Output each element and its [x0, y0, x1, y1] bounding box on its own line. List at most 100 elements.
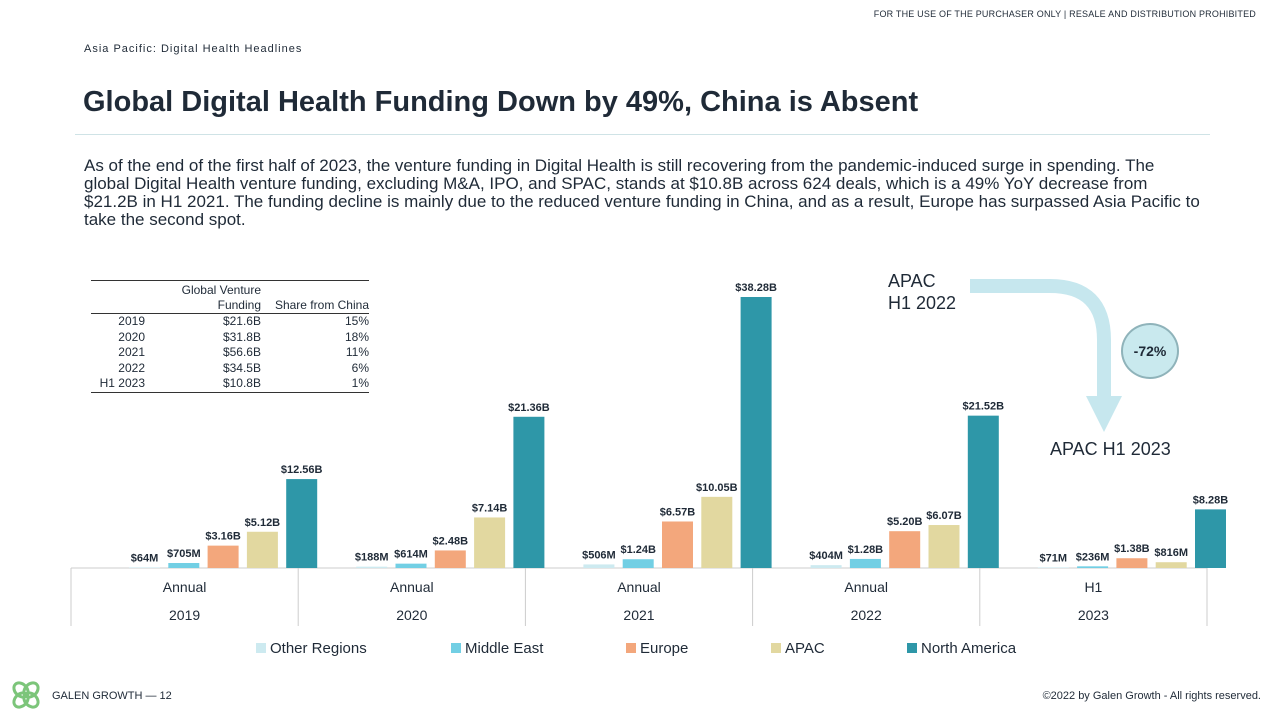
annotation-end-label: APAC H1 2023	[1050, 439, 1171, 459]
bar-europe	[434, 550, 466, 568]
bar-middle-east	[622, 559, 654, 568]
bar-value-label: $10.05B	[696, 482, 738, 494]
legend-item: Europe	[626, 640, 688, 657]
bar-value-label: $1.24B	[620, 544, 656, 556]
footer-copyright: ©2022 by Galen Growth - All rights reser…	[1042, 690, 1261, 702]
footer-brand: GALEN GROWTH — 12	[52, 690, 172, 702]
bar-other-regions	[583, 564, 615, 568]
bar-north-america	[513, 416, 545, 568]
category-year-label: 2022	[851, 607, 882, 623]
table-cell: $34.5B	[222, 360, 261, 375]
bar-value-label: $2.48B	[433, 535, 469, 547]
table-cell: 1%	[261, 376, 369, 393]
bar-apac	[1155, 562, 1187, 568]
bar-middle-east	[168, 563, 200, 568]
table-header-cell	[91, 280, 145, 314]
disclaimer-text: FOR THE USE OF THE PURCHASER ONLY | RESA…	[873, 9, 1256, 19]
title-divider	[75, 134, 1210, 135]
category-year-label: 2021	[623, 607, 654, 623]
bar-value-label: $816M	[1154, 547, 1188, 559]
bar-value-label: $188M	[355, 552, 389, 564]
bar-middle-east	[849, 558, 881, 568]
category-year-label: 2023	[1078, 607, 1109, 623]
legend-label: Middle East	[465, 640, 544, 657]
bar-value-label: $1.28B	[848, 544, 884, 556]
body-paragraph: As of the end of the first half of 2023,…	[84, 156, 1200, 229]
table-cell: 2021	[118, 345, 145, 359]
table-cell: $21.6B	[222, 314, 261, 328]
table-row: 2021 $56.6B 11%	[91, 345, 369, 361]
bar-other-regions	[356, 566, 388, 568]
bar-apac	[474, 517, 506, 568]
bar-north-america	[1195, 509, 1226, 568]
category-period-label: Annual	[163, 579, 207, 595]
bar-europe	[1116, 558, 1148, 568]
section-label: Asia Pacific: Digital Health Headlines	[84, 43, 303, 55]
category-period-label: Annual	[390, 579, 434, 595]
legend-item: Middle East	[451, 640, 543, 657]
bar-value-label: $3.16B	[205, 531, 241, 543]
legend-label: Other Regions	[270, 640, 367, 657]
table-cell: 2020	[118, 329, 145, 344]
bar-value-label: $5.12B	[245, 517, 281, 529]
table-cell: 2022	[118, 360, 145, 375]
legend-swatch	[256, 643, 266, 653]
table-cell: 18%	[344, 329, 369, 344]
funding-summary-table: Global Venture Funding Share from China …	[91, 280, 369, 393]
category-year-label: 2020	[396, 607, 427, 623]
bar-value-label: $236M	[1076, 551, 1110, 563]
galen-growth-logo-icon	[12, 681, 40, 709]
table-cell: 6%	[351, 360, 369, 375]
table-cell: $10.8B	[145, 376, 261, 393]
table-cell: 15%	[344, 314, 369, 328]
bar-value-label: $5.20B	[887, 516, 923, 528]
bar-value-label: $614M	[394, 549, 428, 561]
bar-value-label: $21.52B	[963, 401, 1005, 413]
bar-value-label: $8.28B	[1193, 494, 1229, 506]
table-header-row: Global Venture Funding Share from China	[91, 280, 369, 314]
table-row: 2020 $31.8B 18%	[91, 330, 369, 346]
trend-arrow	[970, 279, 1111, 398]
bar-value-label: $71M	[1040, 552, 1068, 564]
category-period-label: Annual	[844, 579, 888, 595]
bar-value-label: $404M	[809, 550, 843, 562]
bar-europe	[662, 521, 693, 568]
table-cell: H1 2023	[91, 376, 145, 393]
legend-label: North America	[921, 640, 1017, 657]
legend-swatch	[451, 643, 461, 653]
annotation-start-label: APAC H1 2022	[888, 270, 956, 314]
bar-value-label: $6.07B	[926, 510, 962, 522]
table-row: H1 2023 $10.8B 1%	[91, 376, 369, 393]
bar-middle-east	[395, 563, 427, 568]
legend-swatch	[626, 643, 636, 653]
bar-apac	[928, 525, 960, 568]
bar-other-regions	[1037, 567, 1069, 568]
table-row: 2019 $21.6B 15%	[91, 314, 369, 330]
bar-other-regions	[810, 565, 842, 568]
trend-arrow-head	[1086, 396, 1122, 432]
table-row: 2022 $34.5B 6%	[91, 361, 369, 377]
table-cell: 2019	[118, 314, 145, 328]
table-cell: $56.6B	[222, 345, 261, 359]
legend-swatch	[907, 643, 917, 653]
page-title: Global Digital Health Funding Down by 49…	[83, 86, 919, 118]
change-percent-badge: -72%	[1121, 323, 1179, 379]
legend-item: Other Regions	[256, 640, 367, 657]
bar-apac	[246, 531, 278, 568]
bar-value-label: $38.28B	[735, 282, 777, 294]
bar-value-label: $12.56B	[281, 464, 323, 476]
legend-label: APAC	[785, 640, 825, 657]
table-cell: $31.8B	[222, 329, 261, 344]
table-header-cell: Global Venture Funding	[145, 280, 261, 314]
legend-item: North America	[907, 640, 1016, 657]
table-header-cell: Share from China	[261, 280, 369, 314]
bar-north-america	[740, 297, 772, 568]
annotation-start-line: APAC	[888, 271, 936, 291]
chart-legend: Other Regions Middle East Europe APAC North …	[0, 640, 1280, 660]
bar-value-label: $64M	[131, 552, 159, 564]
bar-value-label: $506M	[582, 549, 616, 561]
bar-north-america	[286, 479, 318, 568]
legend-swatch	[771, 643, 781, 653]
bar-value-label: $6.57B	[660, 506, 696, 518]
